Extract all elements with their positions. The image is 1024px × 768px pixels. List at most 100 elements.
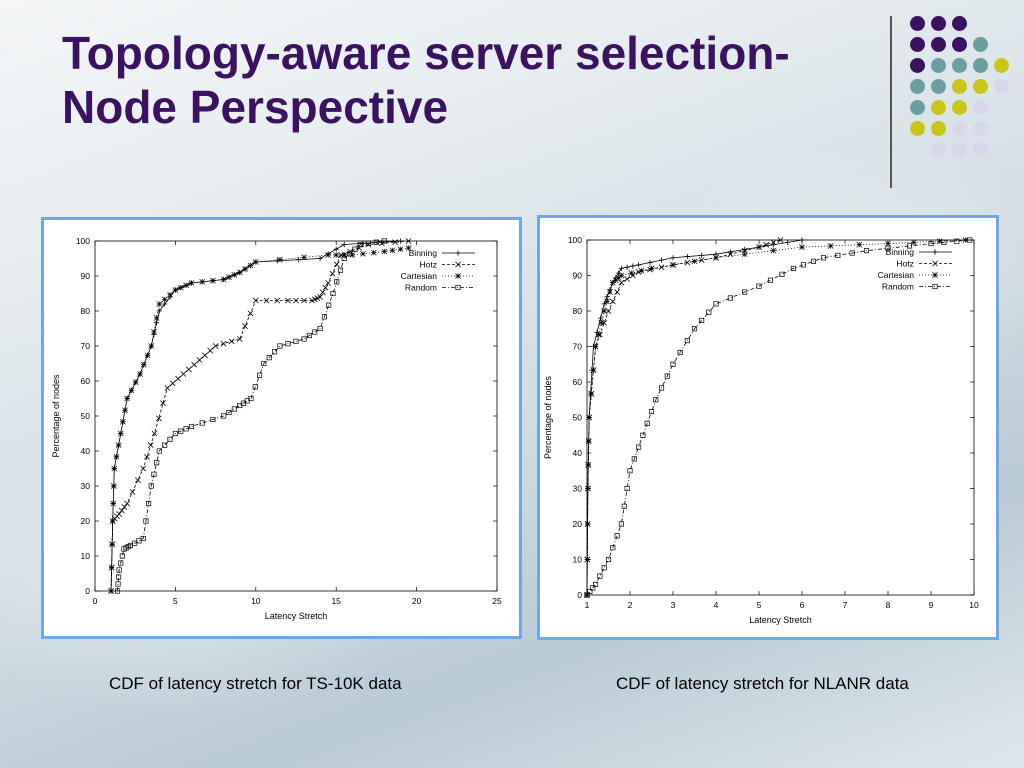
data-point — [325, 280, 332, 286]
x-tick-label: 8 — [886, 600, 891, 610]
legend-label: Hotz — [897, 259, 914, 269]
y-tick-label: 70 — [573, 342, 583, 352]
series-random — [584, 237, 973, 598]
data-point — [185, 366, 192, 373]
data-point — [252, 297, 259, 304]
data-point — [118, 507, 125, 514]
x-axis-label: Latency Stretch — [265, 611, 328, 621]
data-point — [109, 518, 116, 524]
data-point — [856, 241, 863, 248]
data-point — [677, 349, 683, 355]
data-point — [820, 255, 827, 261]
data-point — [670, 255, 676, 261]
decorative-dot — [931, 121, 946, 136]
legend-marker — [932, 249, 938, 255]
data-point — [132, 379, 139, 386]
data-point — [177, 284, 184, 291]
data-point — [593, 581, 599, 587]
data-point — [188, 423, 195, 430]
data-point — [910, 239, 917, 246]
y-tick-label: 20 — [573, 519, 583, 529]
x-tick-label: 2 — [628, 600, 633, 610]
data-point — [183, 282, 189, 289]
data-point — [347, 251, 353, 257]
x-tick-label: 5 — [757, 600, 762, 610]
data-point — [810, 258, 817, 264]
data-point — [155, 415, 162, 422]
legend-label: Random — [882, 282, 914, 292]
data-point — [154, 460, 160, 466]
y-tick-label: 40 — [81, 446, 91, 456]
data-point — [658, 264, 665, 271]
data-point — [648, 265, 655, 272]
legend-label: Cartesian — [878, 270, 915, 280]
data-point — [277, 256, 283, 263]
series-line — [117, 240, 385, 592]
cdf-chart-nlanr: 1 2 3 4 5 6 7 8 9 100102030405060708090100Latency… — [543, 235, 979, 625]
data-point — [713, 254, 719, 261]
data-point — [607, 289, 613, 295]
data-point — [827, 243, 834, 249]
data-point — [664, 373, 670, 379]
data-point — [392, 239, 399, 246]
legend-marker — [932, 283, 938, 290]
data-point — [242, 323, 248, 330]
y-axis-label: Percentage of nodes — [51, 374, 61, 458]
data-point — [172, 287, 179, 293]
caption-nlanr: CDF of latency stretch for NLANR data — [616, 674, 909, 693]
data-point — [647, 259, 653, 266]
data-point — [630, 263, 636, 269]
x-tick-label: 5 — [173, 596, 178, 606]
data-point — [144, 453, 150, 460]
data-point — [742, 289, 748, 295]
data-point — [357, 241, 363, 248]
data-point — [221, 413, 227, 419]
x-tick-label: 1 — [585, 600, 590, 610]
data-point — [756, 283, 762, 289]
data-point — [624, 485, 630, 492]
data-point — [586, 414, 592, 421]
decorative-dot — [952, 37, 967, 52]
legend-marker — [455, 261, 461, 268]
y-tick-label: 60 — [81, 376, 91, 386]
data-point — [257, 372, 263, 378]
data-point — [172, 430, 178, 437]
data-point — [115, 581, 121, 587]
data-point — [301, 254, 307, 261]
decorative-dot — [952, 100, 967, 115]
data-point — [699, 252, 705, 258]
data-point — [183, 426, 189, 432]
data-point — [341, 255, 347, 262]
data-point — [151, 329, 157, 335]
y-tick-label: 30 — [81, 481, 91, 491]
data-point — [763, 241, 770, 248]
data-point — [615, 270, 622, 276]
x-tick-label: 4 — [714, 600, 719, 610]
data-point — [698, 257, 705, 263]
x-tick-label: 9 — [929, 600, 934, 610]
data-point — [228, 338, 235, 345]
data-point — [118, 560, 124, 566]
x-tick-label: 10 — [969, 600, 979, 610]
data-point — [312, 329, 318, 335]
data-point — [614, 289, 620, 295]
data-point — [624, 264, 630, 270]
data-point — [356, 245, 363, 251]
series-line — [110, 240, 401, 592]
data-point — [293, 338, 299, 344]
x-tick-label: 6 — [800, 600, 805, 610]
decorative-dot — [931, 16, 946, 31]
data-point — [590, 585, 596, 591]
data-point — [584, 592, 590, 598]
data-point — [360, 250, 366, 257]
series-cartesian — [584, 237, 969, 598]
data-point — [405, 245, 412, 251]
caption-ts10k: CDF of latency stretch for TS-10K data — [109, 674, 402, 693]
data-point — [631, 456, 637, 462]
data-point — [727, 249, 733, 255]
decorative-dot — [994, 79, 1009, 94]
chart-panel-ts10k: 0 5 10 15 20 25 0 10 20 30 40 50 60 70 80 90 100 Latency … — [41, 217, 522, 639]
legend-marker — [455, 273, 461, 279]
y-tick-label: 0 — [85, 586, 90, 596]
data-point — [110, 483, 117, 489]
